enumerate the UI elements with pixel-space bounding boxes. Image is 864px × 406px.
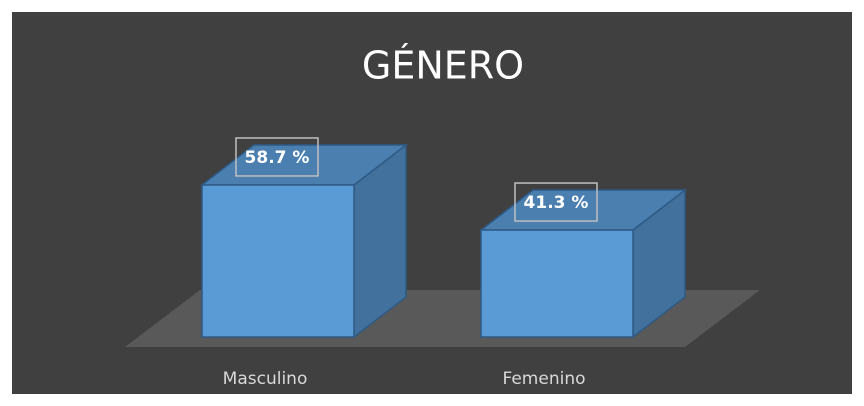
bar [480,229,634,338]
value-label: 41.3 % [524,193,589,213]
chart-title: GÉNERO [362,44,524,88]
x-tick-label: Masculino [223,369,308,389]
value-label: 58.7 % [245,148,310,168]
value-label-box [514,182,598,222]
x-tick-label: Femenino [503,369,586,389]
bar [201,184,355,338]
value-label-box [235,137,319,177]
